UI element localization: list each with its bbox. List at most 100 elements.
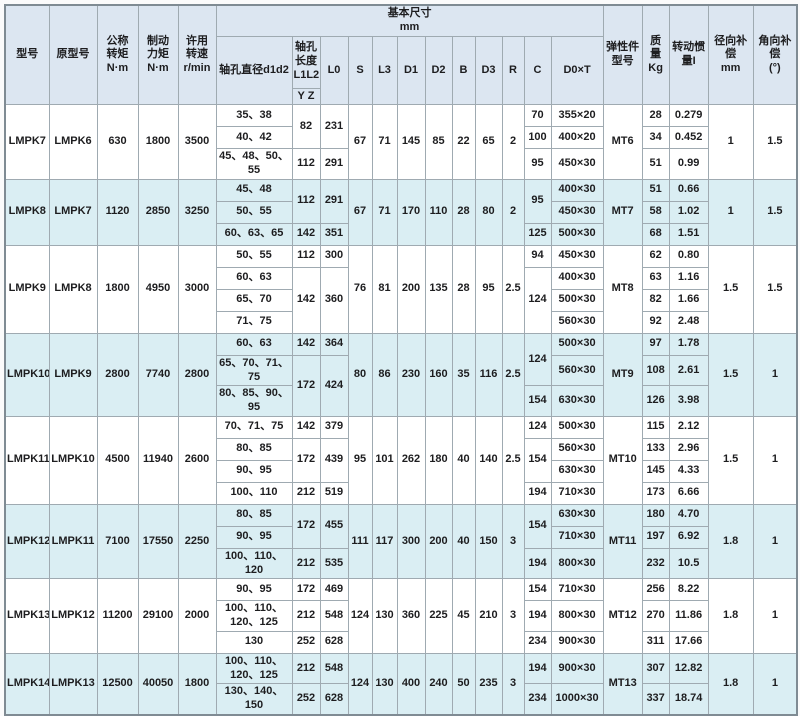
col-header-bore-length: 轴孔 长度 L1L2: [291, 35, 321, 89]
cell-d2: 225: [424, 578, 453, 654]
cell-bore-length: 212: [291, 481, 321, 505]
cell-bore-diameters: 35、38: [215, 104, 293, 128]
cell-inertia: 1.16: [668, 266, 709, 290]
cell-c: 154: [523, 578, 552, 602]
col-header-nominal-torque: 公称 转矩 N·m: [96, 4, 139, 106]
cell-angular-comp: 1: [752, 503, 798, 580]
cell-bore-length: 252: [291, 630, 321, 654]
cell-bore-length: 112: [291, 178, 321, 224]
cell-c: 95: [523, 148, 552, 180]
cell-l0: 300: [319, 244, 349, 268]
cell-speed: 2800: [177, 332, 217, 417]
cell-d0t: 800×30: [550, 547, 604, 580]
cell-l0: 519: [319, 481, 349, 505]
cell-d3: 210: [474, 578, 503, 654]
cell-elastic-model: MT8: [602, 244, 643, 334]
cell-angular-comp: 1.5: [752, 104, 798, 180]
cell-l0: 455: [319, 503, 349, 549]
cell-mass: 133: [641, 437, 670, 461]
cell-inertia: 4.33: [668, 459, 709, 483]
cell-angular-comp: 1: [752, 415, 798, 505]
cell-bore-length: 212: [291, 547, 321, 580]
cell-d0t: 400×30: [550, 178, 604, 202]
cell-c: 194: [523, 481, 552, 505]
cell-angular-comp: 1.5: [752, 178, 798, 246]
cell-c: 194: [523, 547, 552, 580]
table-row: LMPK11 LMPK10 4500 11940 2600 70、71、75 142 379 9…: [4, 415, 798, 505]
table-row: 60、63 142 360 124 400×30 63 1.16: [5, 266, 797, 334]
col-header-angular-comp: 角向补偿 (°): [752, 4, 798, 106]
cell-bore-diameters: 130: [215, 630, 293, 654]
cell-inertia: 6.92: [668, 525, 709, 549]
cell-bore-length: 112: [291, 148, 321, 180]
cell-bore-length: 172: [291, 354, 321, 417]
cell-mass: 92: [641, 310, 670, 334]
cell-bore-diameters: 100、110: [215, 481, 293, 505]
cell-radial-comp: 1.8: [707, 578, 754, 654]
cell-d3: 95: [474, 244, 503, 334]
cell-b: 35: [451, 332, 476, 417]
cell-d3: 140: [474, 415, 503, 505]
cell-d0t: 500×30: [550, 332, 604, 356]
cell-bore-length: 172: [291, 503, 321, 549]
cell-b: 40: [451, 415, 476, 505]
cell-l0: 548: [319, 600, 349, 632]
cell-d0t: 450×30: [550, 244, 604, 268]
cell-model: LMPK12: [4, 503, 50, 580]
cell-d1: 170: [396, 178, 426, 246]
cell-l0: 360: [319, 266, 349, 334]
table-row: LMPK7 LMPK6 630 1800 3500 35、38 82 231 67 71 145 85…: [4, 104, 798, 180]
col-header-basic-dimensions: 基本尺寸 mm: [215, 4, 604, 37]
cell-bore-length: 142: [291, 266, 321, 334]
cell-d0t: 1000×30: [550, 683, 604, 716]
table-row: LMPK8 LMPK7 1120 2850 3250 45、48 112 291 67 71 170…: [4, 178, 798, 246]
cell-bore-diameters: 80、85: [215, 437, 293, 461]
cell-speed: 1800: [177, 652, 217, 716]
table-row: LMPK9 LMPK8 1800 4950 3000 50、55 112 300 76 81 200…: [4, 244, 798, 334]
cell-inertia: 0.66: [668, 178, 709, 202]
cell-l0: 291: [319, 178, 349, 224]
table-row: 40、42 100 400×20 34 0.452: [5, 126, 797, 150]
cell-nominal-torque: 11200: [96, 578, 139, 654]
cell-d1: 360: [396, 578, 426, 654]
table-row: 80、85、90、95 154 630×30 126 3.98: [5, 385, 797, 417]
cell-mass: 51: [641, 178, 670, 202]
cell-mass: 232: [641, 547, 670, 580]
cell-s: 95: [347, 415, 373, 505]
cell-r: 2: [501, 104, 525, 180]
table-row: 80、85 172 439 154 560×30 133 2.96: [5, 437, 797, 483]
cell-d2: 240: [424, 652, 453, 716]
cell-inertia: 18.74: [668, 683, 709, 716]
cell-elastic-model: MT11: [602, 503, 643, 580]
cell-inertia: 2.61: [668, 354, 709, 387]
cell-l3: 71: [371, 178, 398, 246]
cell-model: LMPK10: [4, 332, 50, 417]
cell-bore-diameters: 80、85、90、95: [215, 385, 293, 417]
cell-mass: 256: [641, 578, 670, 602]
cell-c: 124: [523, 415, 552, 439]
cell-radial-comp: 1.5: [707, 244, 754, 334]
cell-inertia: 2.12: [668, 415, 709, 439]
cell-d2: 85: [424, 104, 453, 180]
cell-mass: 145: [641, 459, 670, 483]
cell-bore-diameters: 50、55: [215, 244, 293, 268]
cell-s: 80: [347, 332, 373, 417]
cell-d1: 300: [396, 503, 426, 580]
page: 型号 原型号 公称 转矩 N·m 制动 力矩 N·m 许用 转速 r/min 基…: [4, 4, 799, 716]
cell-bore-diameters: 60、63: [215, 266, 293, 290]
cell-elastic-model: MT6: [602, 104, 643, 180]
cell-d0t: 500×30: [550, 415, 604, 439]
table-row: 71、75 560×30 92 2.48: [5, 310, 797, 334]
cell-elastic-model: MT9: [602, 332, 643, 417]
cell-r: 2: [501, 178, 525, 246]
cell-mass: 62: [641, 244, 670, 268]
cell-c: 94: [523, 244, 552, 268]
cell-speed: 2250: [177, 503, 217, 580]
cell-mass: 68: [641, 222, 670, 246]
cell-old-model: LMPK8: [48, 244, 98, 334]
cell-l0: 231: [319, 104, 349, 150]
col-header-elastic-model: 弹性件 型号: [602, 4, 643, 106]
cell-radial-comp: 1.8: [707, 503, 754, 580]
cell-speed: 3500: [177, 104, 217, 180]
table-row: LMPK14 LMPK13 12500 40050 1800 100、110、 120、1…: [4, 652, 798, 716]
